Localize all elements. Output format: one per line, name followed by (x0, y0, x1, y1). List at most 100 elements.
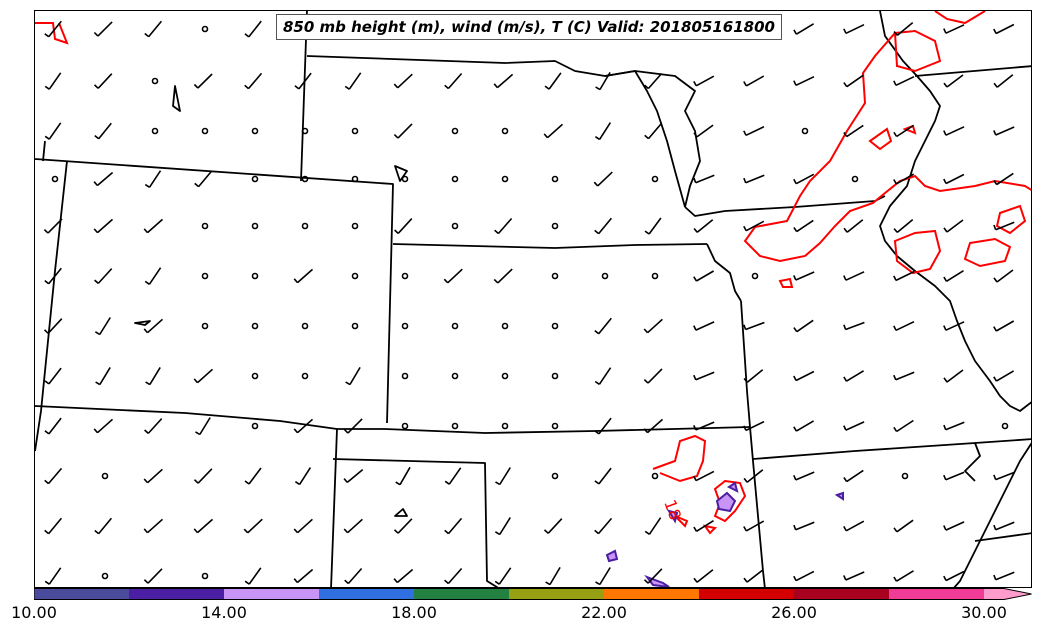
wind-barb (293, 568, 314, 584)
wind-barb (594, 317, 612, 335)
wind-barb (143, 568, 163, 584)
wind-barb (495, 467, 511, 486)
wind-barb (893, 570, 914, 582)
colorbar-tick-label: 10.00 (11, 603, 57, 622)
wind-barb (195, 417, 211, 436)
wind-barb (893, 371, 915, 381)
wind-barb (44, 467, 63, 485)
calm-wind-marker (551, 322, 559, 330)
wind-barb (44, 72, 62, 90)
wind-barb (144, 20, 163, 38)
calm-wind-marker (201, 127, 209, 135)
wind-barb (344, 567, 363, 585)
wind-barb (893, 218, 914, 234)
calm-wind-marker (551, 222, 559, 230)
wind-barb (343, 468, 364, 484)
temperature-contours (35, 11, 1031, 535)
wind-barb (193, 468, 213, 484)
calm-wind-marker (401, 322, 409, 330)
wind-barb (93, 218, 114, 234)
calm-wind-marker (551, 372, 559, 380)
calm-wind-marker (501, 175, 509, 183)
wind-barb (793, 219, 814, 233)
wind-barb (43, 218, 63, 234)
wind-barb (843, 571, 865, 581)
wind-barb (345, 366, 361, 386)
wind-barb (494, 517, 511, 536)
wind-barb (993, 320, 1015, 332)
wind-barb (943, 471, 965, 481)
wind-barb (643, 318, 663, 334)
wind-barb (145, 366, 161, 386)
calm-wind-marker (601, 272, 609, 280)
wind-barb (743, 420, 765, 432)
calm-wind-marker (201, 572, 209, 580)
wind-barb (293, 518, 313, 534)
wind-barb (793, 173, 815, 185)
wind-barb (44, 417, 62, 435)
wind-barb (493, 268, 513, 284)
calm-wind-marker (401, 422, 409, 430)
calm-wind-marker (201, 222, 209, 230)
calm-wind-marker (801, 127, 809, 135)
wind-barb (893, 519, 914, 533)
calm-wind-marker (401, 175, 409, 183)
colorbar-segment (129, 588, 224, 600)
wind-barb (143, 318, 164, 334)
wind-barb (44, 267, 62, 285)
calm-wind-marker (451, 322, 459, 330)
wind-barb (843, 219, 864, 233)
wind-barb (543, 123, 564, 139)
wind-barb (793, 521, 815, 531)
calm-wind-marker (201, 272, 209, 280)
wind-barb (644, 122, 663, 140)
calm-wind-marker (251, 372, 259, 380)
wind-barb (893, 320, 915, 332)
wind-barb (843, 370, 865, 382)
wind-barb (594, 367, 612, 385)
wind-barb (993, 23, 1015, 35)
colorbar-segment (414, 588, 509, 600)
wind-barb (993, 471, 1015, 481)
wind-barb (93, 418, 114, 434)
wind-barb (693, 371, 715, 381)
wind-barb (144, 267, 162, 285)
wind-barb (843, 520, 865, 532)
wind-barb (993, 74, 1014, 88)
calm-wind-marker (401, 272, 409, 280)
colorbar-segment (34, 588, 129, 600)
wind-barb (643, 568, 663, 584)
wind-barb (693, 569, 714, 583)
wind-barb (993, 370, 1015, 382)
calm-wind-marker (651, 272, 659, 280)
humidity-contours (605, 481, 844, 587)
wind-barb (393, 518, 413, 534)
wind-barb (993, 172, 1014, 186)
calm-wind-marker (351, 222, 359, 230)
calm-wind-marker (251, 272, 259, 280)
wind-barb (193, 518, 214, 534)
calm-wind-marker (551, 175, 559, 183)
wind-barb (545, 566, 561, 586)
map-title: 850 mb height (m), wind (m/s), T (C) Val… (276, 14, 782, 40)
calm-wind-marker (201, 322, 209, 330)
wind-barb (493, 73, 514, 89)
wind-barb (44, 122, 62, 140)
calm-wind-marker (301, 322, 309, 330)
colorbar-segment (319, 588, 414, 600)
calm-wind-marker (201, 25, 209, 33)
wind-barb (43, 318, 63, 334)
wind-barb (294, 467, 312, 486)
wind-barb (444, 72, 463, 90)
wind-barb (244, 467, 262, 485)
wind-barb (293, 268, 314, 284)
wind-barb (393, 568, 414, 584)
wind-barb (843, 124, 864, 138)
wind-barb (543, 518, 563, 534)
wind-barb (793, 471, 815, 481)
wind-barb (993, 126, 1015, 136)
wind-barb (494, 217, 513, 235)
wind-barb (843, 421, 865, 431)
wind-barb (943, 321, 965, 331)
colorbar (34, 588, 1032, 600)
